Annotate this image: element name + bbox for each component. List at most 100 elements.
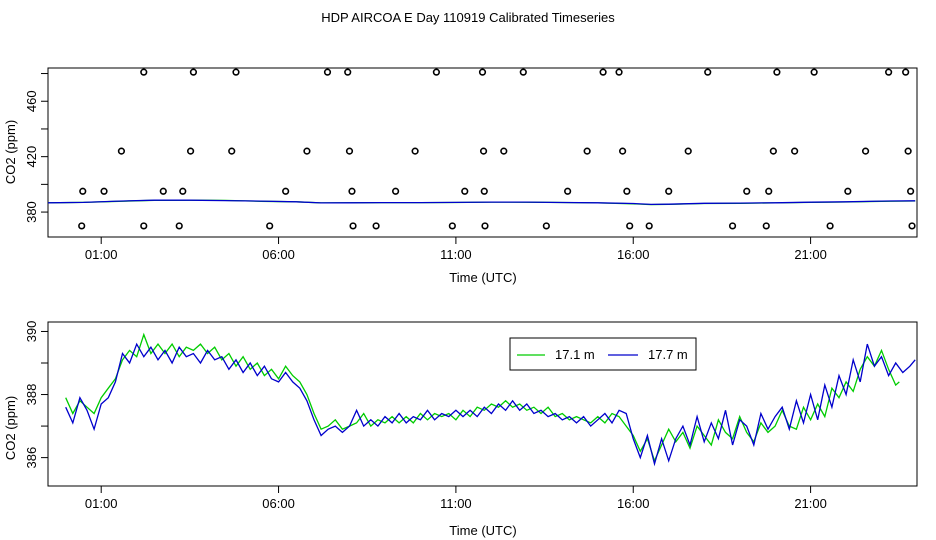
y-tick-label: 460	[24, 90, 39, 112]
scatter-point	[684, 147, 692, 155]
scatter-point	[665, 187, 673, 195]
scatter-point	[583, 147, 591, 155]
scatter-point	[762, 222, 770, 230]
scatter-point	[902, 68, 910, 76]
bottom-series-layer	[65, 332, 916, 467]
scatter-point	[189, 68, 198, 76]
scatter-point	[645, 222, 653, 230]
scatter-point	[232, 68, 240, 76]
scatter-point	[519, 68, 527, 76]
scatter-point	[175, 222, 183, 230]
scatter-point	[765, 187, 773, 195]
scatter-point	[411, 147, 419, 155]
x-tick-label: 11:00	[440, 496, 472, 511]
scatter-point	[179, 187, 187, 195]
scatter-point	[904, 147, 912, 155]
scatter-point	[79, 187, 87, 195]
scatter-point	[500, 147, 508, 155]
top-y-ticks: 380 420 460	[24, 73, 48, 223]
top-x-axis-label: Time (UTC)	[449, 270, 516, 285]
scatter-point	[100, 187, 108, 195]
scatter-point	[344, 68, 352, 76]
bottom-x-ticks: 01:00 06:00 11:00 16:00 21:00	[85, 486, 827, 511]
scatter-point	[228, 147, 236, 155]
scatter-point	[282, 187, 290, 195]
legend-box	[509, 337, 697, 371]
top-series-layer	[47, 68, 916, 230]
x-tick-label: 16:00	[617, 247, 650, 262]
x-tick-label: 01:00	[85, 247, 118, 262]
scatter-point	[861, 147, 870, 155]
y-tick-label: 386	[24, 447, 39, 469]
scatter-point	[728, 222, 737, 230]
scatter-point	[599, 68, 607, 76]
y-tick-label: 420	[24, 146, 39, 168]
scatter-point	[619, 147, 627, 155]
bottom-plot-frame	[47, 321, 918, 487]
scatter-point	[908, 222, 916, 230]
scatter-point	[623, 187, 631, 195]
x-tick-label: 21:00	[794, 247, 827, 262]
top-plot-frame	[47, 67, 918, 238]
scatter-point	[615, 68, 623, 76]
scatter-point	[769, 147, 777, 155]
scatter-point	[348, 187, 356, 195]
x-tick-label: 06:00	[262, 247, 295, 262]
scatter-point	[303, 147, 311, 155]
y-tick-label: 388	[24, 384, 39, 406]
scatter-point	[140, 68, 148, 76]
top-panel-scatter: 01:00 06:00 11:00 16:00 21:00 380 420 460 Time…	[3, 67, 918, 285]
scatter-point	[773, 68, 781, 76]
scatter-point	[461, 187, 469, 195]
scatter-point	[432, 68, 440, 76]
legend: 17.1 m 17.7 m	[509, 337, 697, 371]
bottom-y-ticks: 386 388 390	[24, 321, 48, 469]
scatter-point	[542, 222, 550, 230]
scatter-point	[791, 147, 799, 155]
x-tick-label: 06:00	[262, 496, 295, 511]
x-tick-label: 11:00	[440, 247, 472, 262]
scatter-point	[372, 222, 380, 230]
scatter-point	[564, 187, 572, 195]
x-tick-label: 21:00	[794, 496, 827, 511]
scatter-point	[323, 68, 332, 76]
scatter-point	[117, 147, 126, 155]
scatter-point	[349, 222, 357, 230]
top-y-axis-label: CO2 (ppm)	[3, 120, 18, 184]
scatter-point	[844, 187, 852, 195]
scatter-point	[907, 187, 915, 195]
figure-title: HDP AIRCOA E Day 110919 Calibrated Times…	[321, 10, 615, 25]
legend-label-17-1m: 17.1 m	[555, 347, 595, 362]
scatter-point	[159, 187, 167, 195]
bottom-panel-line: 01:00 06:00 11:00 16:00 21:00 386 388 390 Time…	[3, 321, 918, 538]
scatter-point	[826, 222, 834, 230]
series-line-1	[65, 342, 916, 467]
scatter-point	[266, 222, 274, 230]
scatter-point	[448, 222, 456, 230]
scatter-point	[392, 187, 400, 195]
scatter-point	[186, 147, 195, 155]
scatter-point	[478, 68, 487, 76]
series-line-0	[65, 332, 900, 463]
scatter-point	[885, 68, 893, 76]
scatter-point	[810, 68, 818, 76]
scatter-point	[78, 222, 86, 230]
scatter-point	[743, 187, 751, 195]
scatter-point	[481, 222, 489, 230]
scatter-point	[480, 187, 488, 195]
x-tick-label: 01:00	[85, 496, 118, 511]
scatter-point	[626, 222, 634, 230]
scatter-point	[704, 68, 712, 76]
scatter-point	[140, 222, 148, 230]
bottom-x-axis-label: Time (UTC)	[449, 523, 516, 538]
scatter-point	[345, 147, 354, 155]
x-tick-label: 16:00	[617, 496, 650, 511]
series-line-2	[47, 199, 916, 206]
y-tick-label: 380	[24, 201, 39, 223]
scatter-point	[479, 147, 488, 155]
bottom-y-axis-label: CO2 (ppm)	[3, 396, 18, 460]
legend-label-17-7m: 17.7 m	[648, 347, 688, 362]
top-x-ticks: 01:00 06:00 11:00 16:00 21:00	[85, 237, 827, 262]
y-tick-label: 390	[24, 321, 39, 343]
